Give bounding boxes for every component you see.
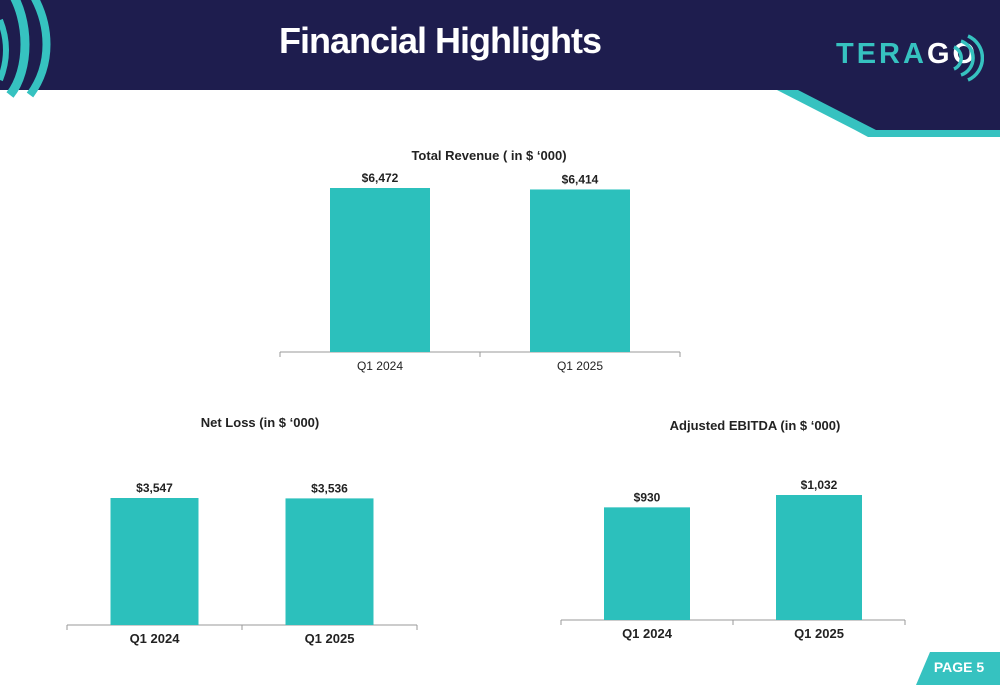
corner-stripe-accent: [855, 130, 1000, 137]
data-label: $3,536: [311, 481, 348, 495]
bar: [285, 498, 374, 625]
data-label: $6,472: [362, 171, 399, 185]
data-label: $930: [634, 490, 661, 504]
category-label: Q1 2024: [357, 359, 403, 373]
arc-decoration: [26, 0, 51, 98]
bar: [530, 189, 630, 352]
arc-decoration: [0, 18, 9, 82]
page-tab: [916, 652, 1000, 685]
page-title: Financial Highlights: [278, 20, 602, 61]
page-number: PAGE 5: [933, 659, 985, 675]
corner-stripe: [780, 90, 1000, 130]
header-band: [0, 0, 1000, 90]
category-label: Q1 2025: [794, 626, 844, 641]
chart-title: Total Revenue ( in $ ‘000): [411, 148, 566, 163]
category-label: Q1 2024: [622, 626, 673, 641]
corner-stripe-accent: [777, 90, 876, 130]
chart-title: Adjusted EBITDA (in $ ‘000): [670, 418, 841, 433]
arc-decoration: [6, 0, 30, 98]
data-label: $3,547: [136, 481, 173, 495]
data-label: $1,032: [801, 478, 838, 492]
category-label: Q1 2024: [130, 631, 181, 646]
header-decoration: [0, 0, 1000, 137]
bar: [604, 507, 690, 620]
bar: [330, 188, 430, 352]
signal-waves-icon: [953, 34, 984, 82]
logo-text-tera: TERA: [836, 38, 927, 70]
category-label: Q1 2025: [305, 631, 355, 646]
bar: [110, 498, 199, 625]
bar: [776, 495, 862, 620]
chart-title: Net Loss (in $ ‘000): [201, 415, 319, 430]
data-label: $6,414: [562, 172, 599, 186]
category-label: Q1 2025: [557, 359, 603, 373]
